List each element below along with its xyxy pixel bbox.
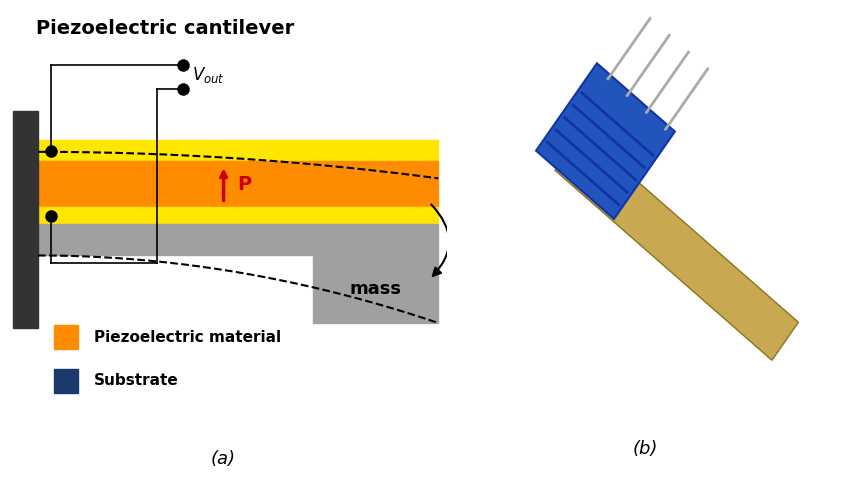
Polygon shape [536, 63, 675, 219]
Bar [38, 140, 439, 161]
Bar [38, 207, 439, 224]
Text: P: P [237, 175, 251, 194]
Polygon shape [555, 133, 798, 360]
Bar [38, 224, 439, 255]
Bar [53, 325, 78, 349]
Text: (a): (a) [211, 450, 236, 468]
Text: Piezoelectric material: Piezoelectric material [94, 330, 281, 345]
Bar [313, 255, 439, 323]
Text: Piezoelectric cantilever: Piezoelectric cantilever [36, 19, 294, 38]
Bar [14, 111, 38, 328]
Text: $V_{out}$: $V_{out}$ [193, 65, 225, 85]
Text: mass: mass [350, 280, 402, 298]
Text: (b): (b) [632, 440, 658, 458]
Bar [53, 369, 78, 393]
FancyArrowPatch shape [431, 204, 449, 276]
Text: Substrate: Substrate [94, 373, 179, 388]
Bar [38, 161, 439, 207]
